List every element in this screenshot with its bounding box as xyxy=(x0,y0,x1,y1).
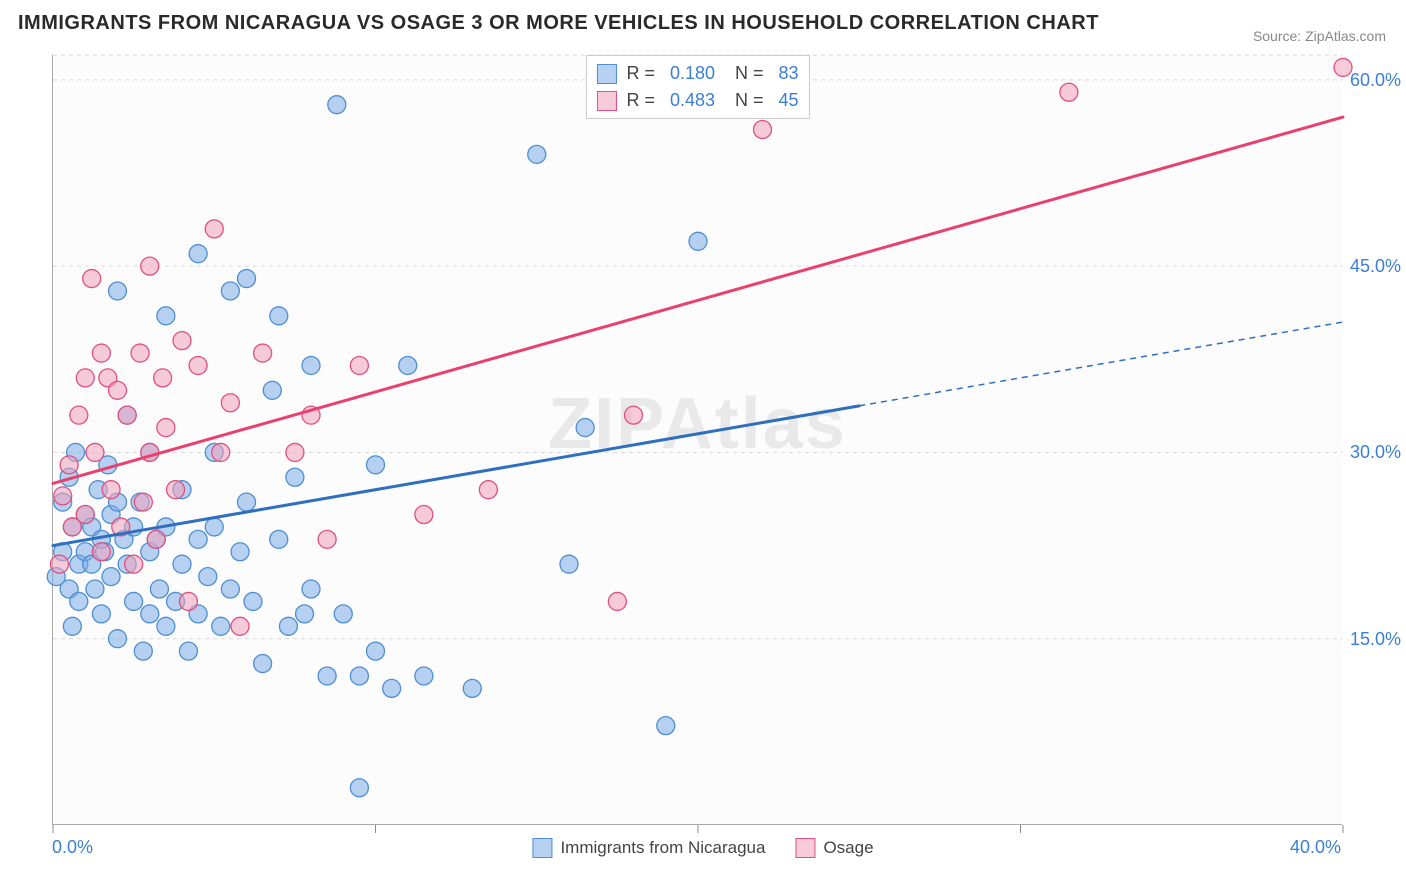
legend-stats: R = 0.180 N = 83 R = 0.483 N = 45 xyxy=(585,55,809,119)
legend-series: Immigrants from Nicaragua Osage xyxy=(532,838,873,858)
r-value-osage: 0.483 xyxy=(670,87,715,114)
swatch-osage xyxy=(795,838,815,858)
legend-label-nicaragua: Immigrants from Nicaragua xyxy=(560,838,765,858)
y-tick-label: 15.0% xyxy=(1350,629,1401,650)
swatch-nicaragua xyxy=(596,64,616,84)
legend-label-osage: Osage xyxy=(823,838,873,858)
swatch-nicaragua xyxy=(532,838,552,858)
x-tick-label: 0.0% xyxy=(52,837,93,858)
n-label: N = xyxy=(725,60,769,87)
plot-area: ZIPAtlas R = 0.180 N = 83 R = 0.483 N = … xyxy=(52,55,1342,825)
chart-title: IMMIGRANTS FROM NICARAGUA VS OSAGE 3 OR … xyxy=(18,12,1099,35)
x-tick-label: 40.0% xyxy=(1290,837,1341,858)
swatch-osage xyxy=(596,91,616,111)
r-label: R = xyxy=(626,87,660,114)
chart-svg xyxy=(53,55,1342,824)
source-attribution: Source: ZipAtlas.com xyxy=(1253,28,1386,44)
n-value-osage: 45 xyxy=(779,87,799,114)
legend-item-nicaragua: Immigrants from Nicaragua xyxy=(532,838,765,858)
y-tick-label: 60.0% xyxy=(1350,70,1401,91)
legend-stats-row-nicaragua: R = 0.180 N = 83 xyxy=(596,60,798,87)
y-tick-label: 45.0% xyxy=(1350,256,1401,277)
r-label: R = xyxy=(626,60,660,87)
n-label: N = xyxy=(725,87,769,114)
chart-container: IMMIGRANTS FROM NICARAGUA VS OSAGE 3 OR … xyxy=(0,0,1406,892)
r-value-nicaragua: 0.180 xyxy=(670,60,715,87)
legend-stats-row-osage: R = 0.483 N = 45 xyxy=(596,87,798,114)
legend-item-osage: Osage xyxy=(795,838,873,858)
y-tick-label: 30.0% xyxy=(1350,442,1401,463)
n-value-nicaragua: 83 xyxy=(779,60,799,87)
